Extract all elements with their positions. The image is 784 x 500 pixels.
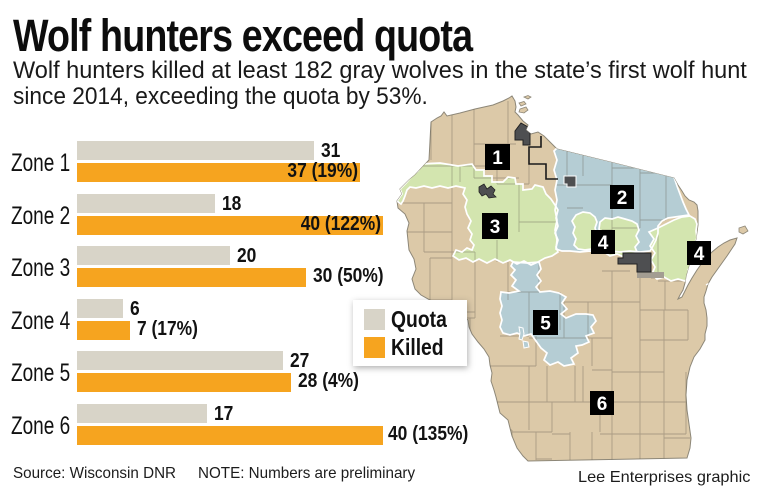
- svg-text:4: 4: [598, 233, 609, 254]
- svg-text:2: 2: [617, 188, 628, 209]
- svg-text:6: 6: [597, 394, 608, 415]
- svg-text:4: 4: [694, 244, 705, 265]
- svg-text:5: 5: [540, 314, 551, 335]
- svg-text:1: 1: [492, 148, 503, 169]
- svg-text:3: 3: [490, 217, 501, 238]
